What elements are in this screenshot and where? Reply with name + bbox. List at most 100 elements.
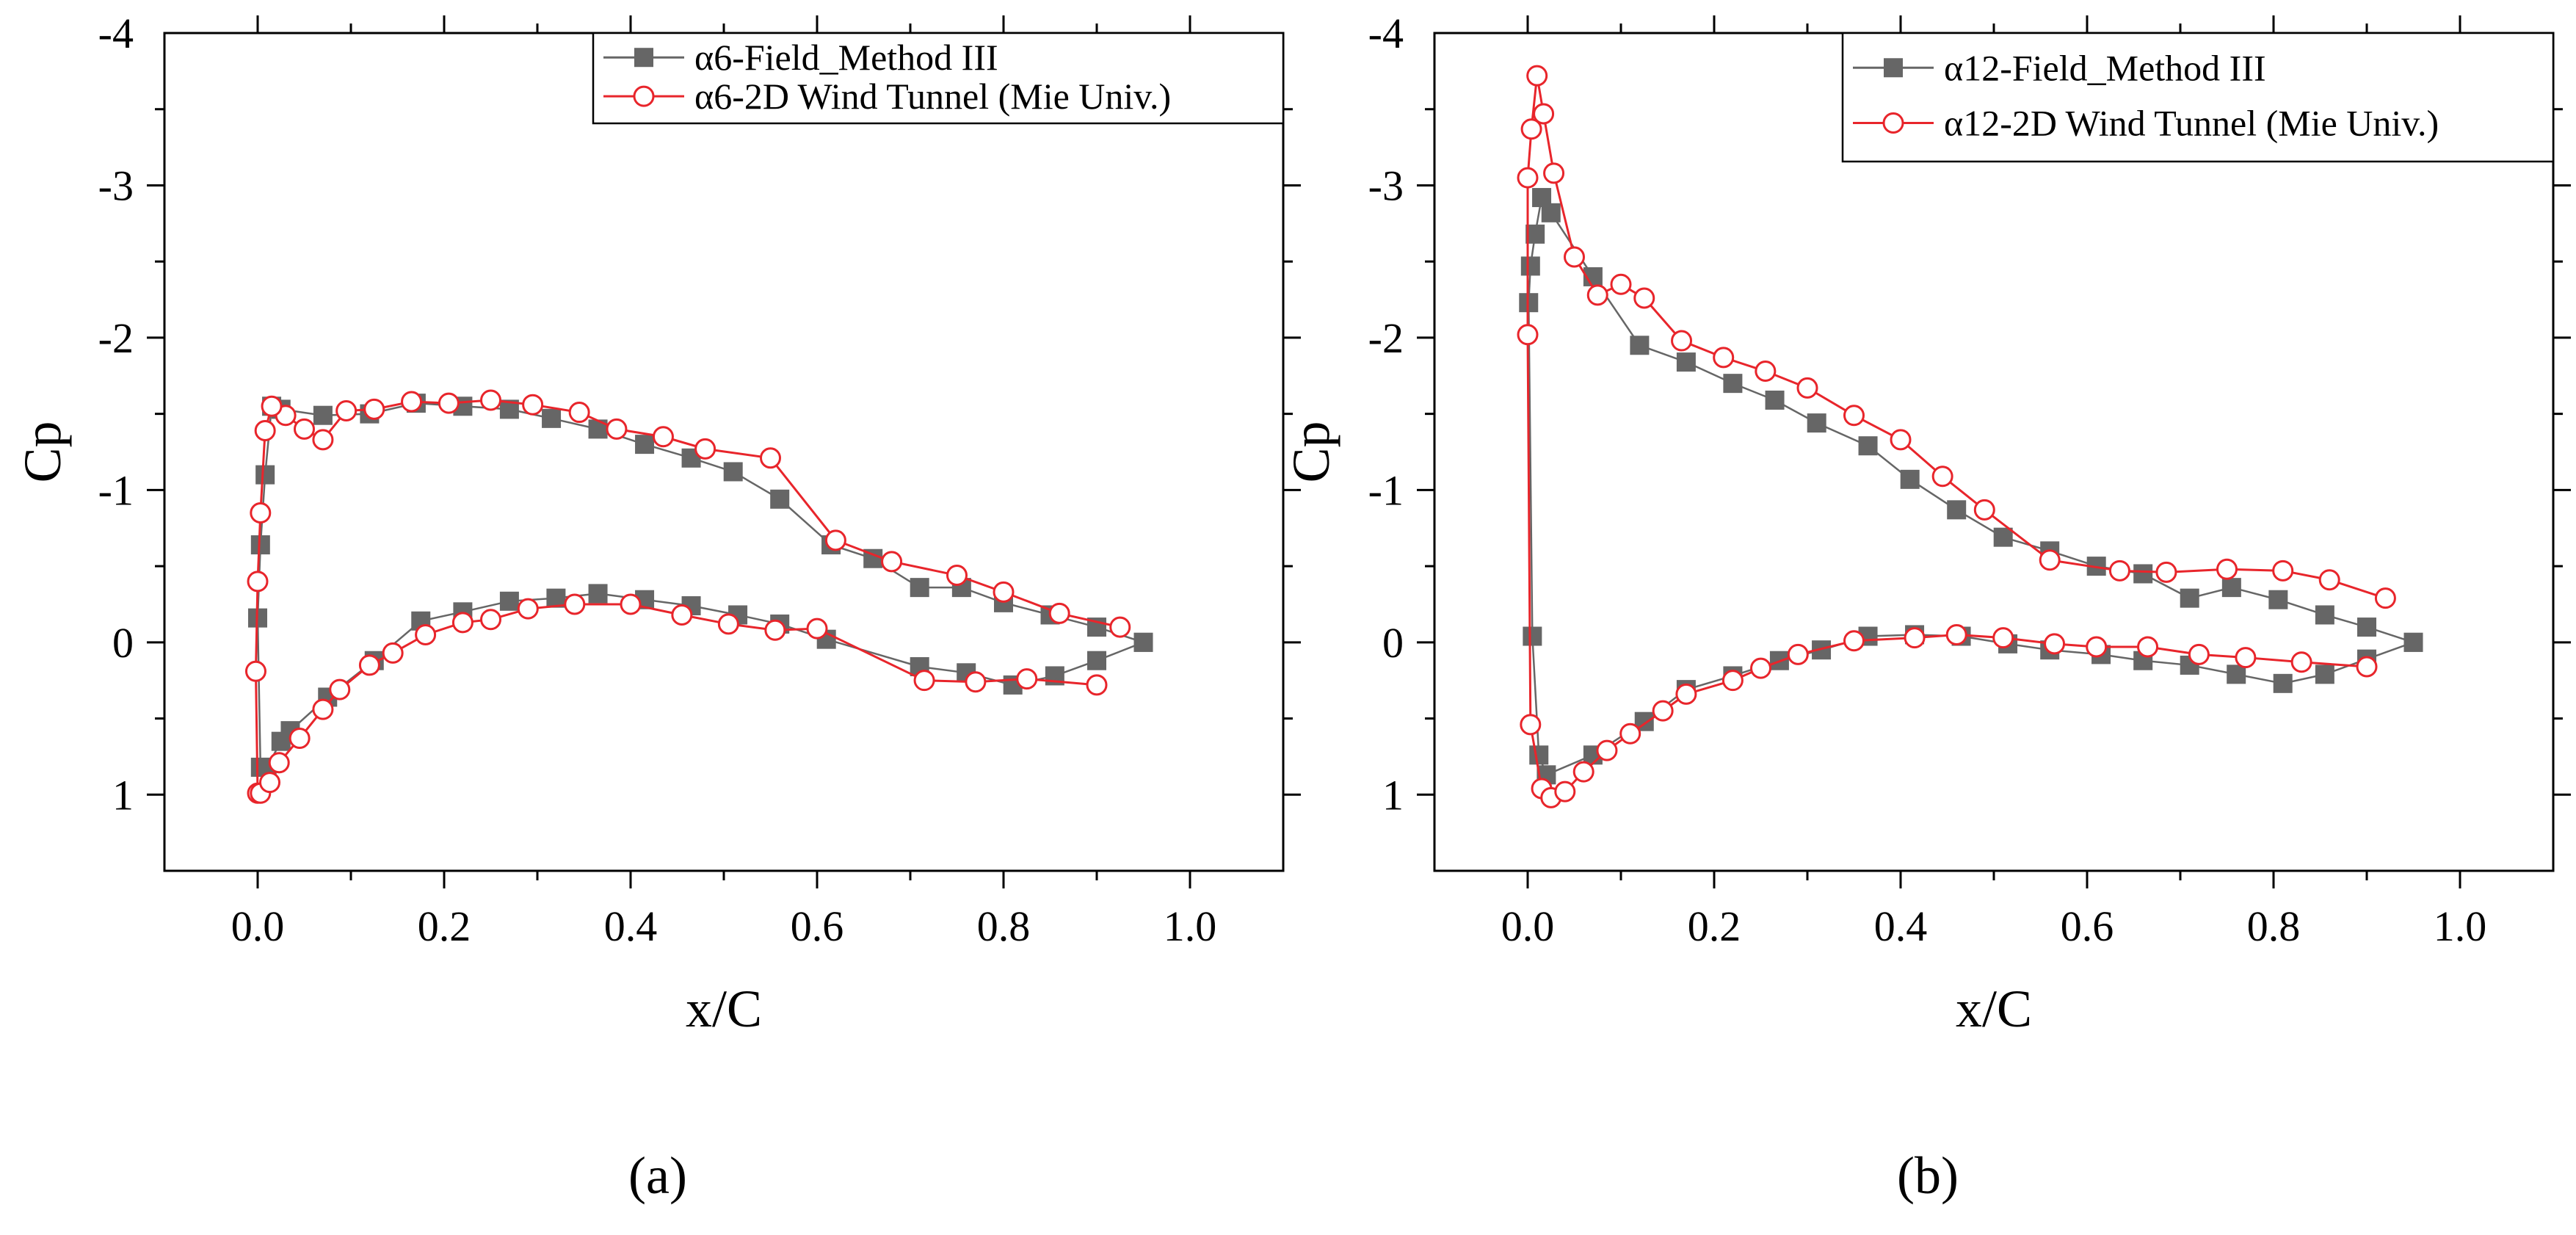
- data-point-square: [635, 435, 655, 454]
- legend-label: α6-2D Wind Tunnel (Mie Univ.): [694, 76, 1171, 117]
- data-point-circle: [1016, 668, 1038, 690]
- data-point-circle: [1973, 499, 1995, 521]
- data-point-circle: [2235, 647, 2257, 669]
- data-point-square: [255, 465, 275, 485]
- series-line-field-method: [1528, 195, 2414, 776]
- data-point-circle: [268, 752, 290, 774]
- data-point-circle: [329, 678, 351, 700]
- data-point-circle: [382, 642, 404, 664]
- data-point-circle: [1610, 273, 1632, 295]
- data-point-circle: [1633, 287, 1655, 309]
- data-point-circle: [1520, 118, 1542, 140]
- data-point-circle: [965, 671, 987, 693]
- data-point-circle: [1890, 429, 1912, 451]
- data-point-square: [2221, 578, 2241, 598]
- panel-caption: (a): [628, 1146, 687, 1205]
- data-point-circle: [671, 604, 693, 626]
- data-point-circle: [250, 501, 272, 524]
- data-point-circle: [993, 581, 1015, 603]
- data-point-circle: [1992, 627, 2014, 649]
- x-tick-label: 0.6: [2061, 902, 2114, 950]
- x-tick-label: 1.0: [1164, 902, 1217, 950]
- legend-label: α6-Field_Method III: [694, 37, 998, 78]
- data-point-circle: [760, 447, 781, 469]
- data-point-circle: [806, 618, 828, 640]
- chart-panel-b: 0.0 0.2 0.4 0.6 0.8 1.0 -4 -3 -2 -1 0 1 x/C Cp (b) α12-…: [1282, 10, 2571, 1205]
- data-point-circle: [401, 391, 423, 413]
- data-point-square: [542, 408, 562, 428]
- data-point-circle: [824, 529, 846, 551]
- data-point-square: [1630, 336, 1650, 355]
- data-point-circle: [2137, 636, 2159, 658]
- data-point-square: [1532, 188, 1552, 208]
- data-point-square: [1765, 390, 1785, 410]
- data-point-circle: [1713, 347, 1735, 369]
- data-point-circle: [1675, 683, 1697, 705]
- data-point-circle: [1533, 103, 1555, 125]
- y-tick-label: -4: [98, 10, 134, 57]
- data-point-circle: [1652, 700, 1674, 722]
- y-tick-label: -1: [1368, 466, 1404, 514]
- data-point-circle: [1520, 714, 1542, 736]
- x-tick-label: 1.0: [2434, 902, 2487, 950]
- data-point-circle: [335, 399, 358, 421]
- data-point-circle: [2290, 651, 2312, 673]
- x-tick-label: 0.8: [2247, 902, 2301, 950]
- data-point-circle: [1586, 284, 1608, 306]
- data-point-square: [2357, 618, 2376, 637]
- data-point-circle: [358, 654, 380, 676]
- data-point-square: [2273, 673, 2293, 693]
- x-tick-label: 0.2: [1688, 902, 1741, 950]
- legend-label: α12-Field_Method III: [1944, 47, 2266, 88]
- data-point-circle: [522, 394, 544, 416]
- data-point-square: [1900, 469, 1920, 489]
- data-point-circle: [913, 670, 935, 692]
- data-point-circle: [312, 429, 334, 451]
- data-point-circle: [1109, 616, 1131, 638]
- data-point-circle: [247, 571, 269, 593]
- data-point-square: [1523, 626, 1542, 646]
- data-point-circle: [694, 438, 716, 460]
- data-point-circle: [1572, 761, 1594, 783]
- data-point-circle: [480, 609, 501, 631]
- data-point-circle: [1904, 627, 1926, 649]
- data-point-circle: [363, 398, 385, 420]
- x-tick-label: 0.4: [604, 902, 658, 950]
- y-tick-label: 1: [112, 771, 134, 819]
- data-point-square: [2403, 632, 2423, 652]
- data-point-circle: [312, 698, 334, 720]
- y-tick-label: -2: [1368, 314, 1404, 362]
- data-point-square: [1993, 527, 2013, 547]
- data-point-circle: [1787, 643, 1809, 665]
- data-point-circle: [244, 660, 266, 682]
- data-point-circle: [2272, 559, 2294, 582]
- data-point-square: [1133, 632, 1153, 652]
- data-point-circle: [2374, 587, 2396, 609]
- data-point-circle: [2044, 633, 2066, 655]
- data-point-square: [1520, 256, 1540, 276]
- legend-marker-square: [634, 48, 653, 68]
- data-point-circle: [564, 593, 586, 615]
- data-point-circle: [1564, 246, 1585, 268]
- data-point-circle: [438, 392, 460, 414]
- data-point-square: [2133, 564, 2153, 584]
- legend-label: α12-2D Wind Tunnel (Mie Univ.): [1944, 103, 2439, 144]
- data-point-circle: [1086, 674, 1108, 696]
- data-point-circle: [1843, 405, 1865, 427]
- x-tick-label: 0.8: [977, 902, 1031, 950]
- data-point-square: [1087, 651, 1106, 670]
- data-point-circle: [1796, 377, 1818, 399]
- data-point-square: [2268, 590, 2288, 609]
- chart-panel-a: 0.0 0.2 0.4 0.6 0.8 1.0 -4 -3 -2 -1 0 1 x/C Cp (a) α6-F…: [13, 10, 1301, 1205]
- data-point-circle: [717, 613, 739, 635]
- data-point-circle: [1526, 65, 1548, 87]
- data-point-circle: [946, 565, 968, 587]
- data-point-circle: [568, 402, 590, 424]
- data-point-circle: [1517, 167, 1539, 189]
- data-point-circle: [261, 395, 283, 417]
- y-axis-title: Cp: [1282, 421, 1340, 482]
- data-point-circle: [451, 612, 474, 634]
- legend-marker-square: [1884, 58, 1903, 78]
- data-point-circle: [620, 593, 642, 615]
- data-point-circle: [1843, 630, 1865, 652]
